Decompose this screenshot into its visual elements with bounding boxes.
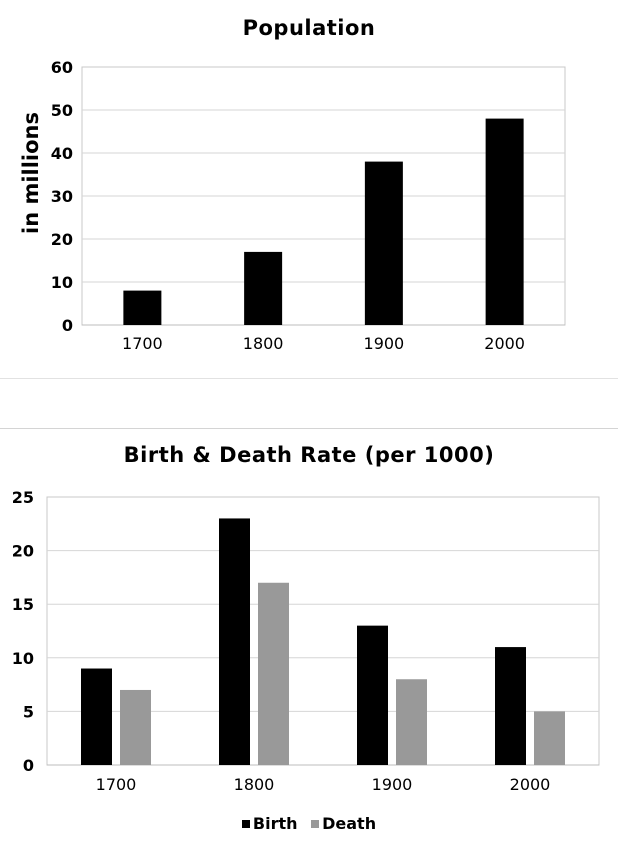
bar-birth-1900 xyxy=(357,625,388,765)
x-tick-label: 2000 xyxy=(484,334,525,353)
legend-label-death: Death xyxy=(322,814,377,833)
y-tick-label: 30 xyxy=(51,187,73,206)
legend-swatch-birth xyxy=(241,820,250,828)
x-tick-label: 1900 xyxy=(364,334,405,353)
y-tick-label: 15 xyxy=(12,595,34,614)
bar-birth-1800 xyxy=(219,518,250,765)
rate-chart-panel: Birth & Death Rate (per 1000) 0 5 10 15 20 25… xyxy=(0,428,618,853)
bar-death-1800 xyxy=(258,582,289,765)
x-tick-label: 1800 xyxy=(234,775,275,794)
legend-label-birth: Birth xyxy=(252,814,298,833)
bar-1800 xyxy=(244,251,283,325)
rate-chart-title: Birth & Death Rate (per 1000) xyxy=(123,443,495,467)
legend-swatch-death xyxy=(311,820,320,828)
y-tick-label: 40 xyxy=(51,144,73,163)
y-tick-label: 0 xyxy=(23,756,34,775)
y-tick-label: 10 xyxy=(51,273,73,292)
x-tick-label: 1700 xyxy=(96,775,137,794)
y-tick-label: 25 xyxy=(12,488,34,507)
population-chart-panel: Population 0 10 20 30 40 50 60 1700 1800 1900 2000… xyxy=(0,0,618,378)
x-tick-label: 2000 xyxy=(510,775,551,794)
legend-item-death: Death xyxy=(311,814,376,833)
x-tick-label: 1700 xyxy=(122,334,163,353)
bar-birth-2000 xyxy=(495,647,526,765)
rate-chart-svg: 0 5 10 15 20 25 1700 1800 1900 2000 xyxy=(12,488,600,794)
bar-death-1900 xyxy=(396,679,427,765)
population-chart-title: Population xyxy=(242,16,376,40)
y-tick-label: 5 xyxy=(23,702,34,721)
y-tick-label: 20 xyxy=(51,230,73,249)
rate-chart-legend: Birth Death xyxy=(0,814,618,833)
x-tick-label: 1900 xyxy=(372,775,413,794)
y-tick-label: 50 xyxy=(51,101,73,120)
legend-item-birth: Birth xyxy=(241,814,298,833)
bar-birth-1700 xyxy=(81,668,112,765)
y-tick-label: 20 xyxy=(12,542,34,561)
population-chart-svg: 0 10 20 30 40 50 60 1700 1800 1900 2000 in millions xyxy=(19,58,566,353)
x-tick-label: 1800 xyxy=(243,334,284,353)
chart-divider xyxy=(0,378,618,379)
bar-1700 xyxy=(123,290,162,325)
y-tick-label: 60 xyxy=(51,58,73,77)
bar-2000 xyxy=(485,118,524,325)
bar-death-1700 xyxy=(120,689,151,765)
bar-death-2000 xyxy=(534,711,565,765)
bar-1900 xyxy=(364,161,403,325)
y-tick-label: 10 xyxy=(12,649,34,668)
y-tick-label: 0 xyxy=(62,316,73,335)
population-y-axis-label: in millions xyxy=(19,112,43,234)
